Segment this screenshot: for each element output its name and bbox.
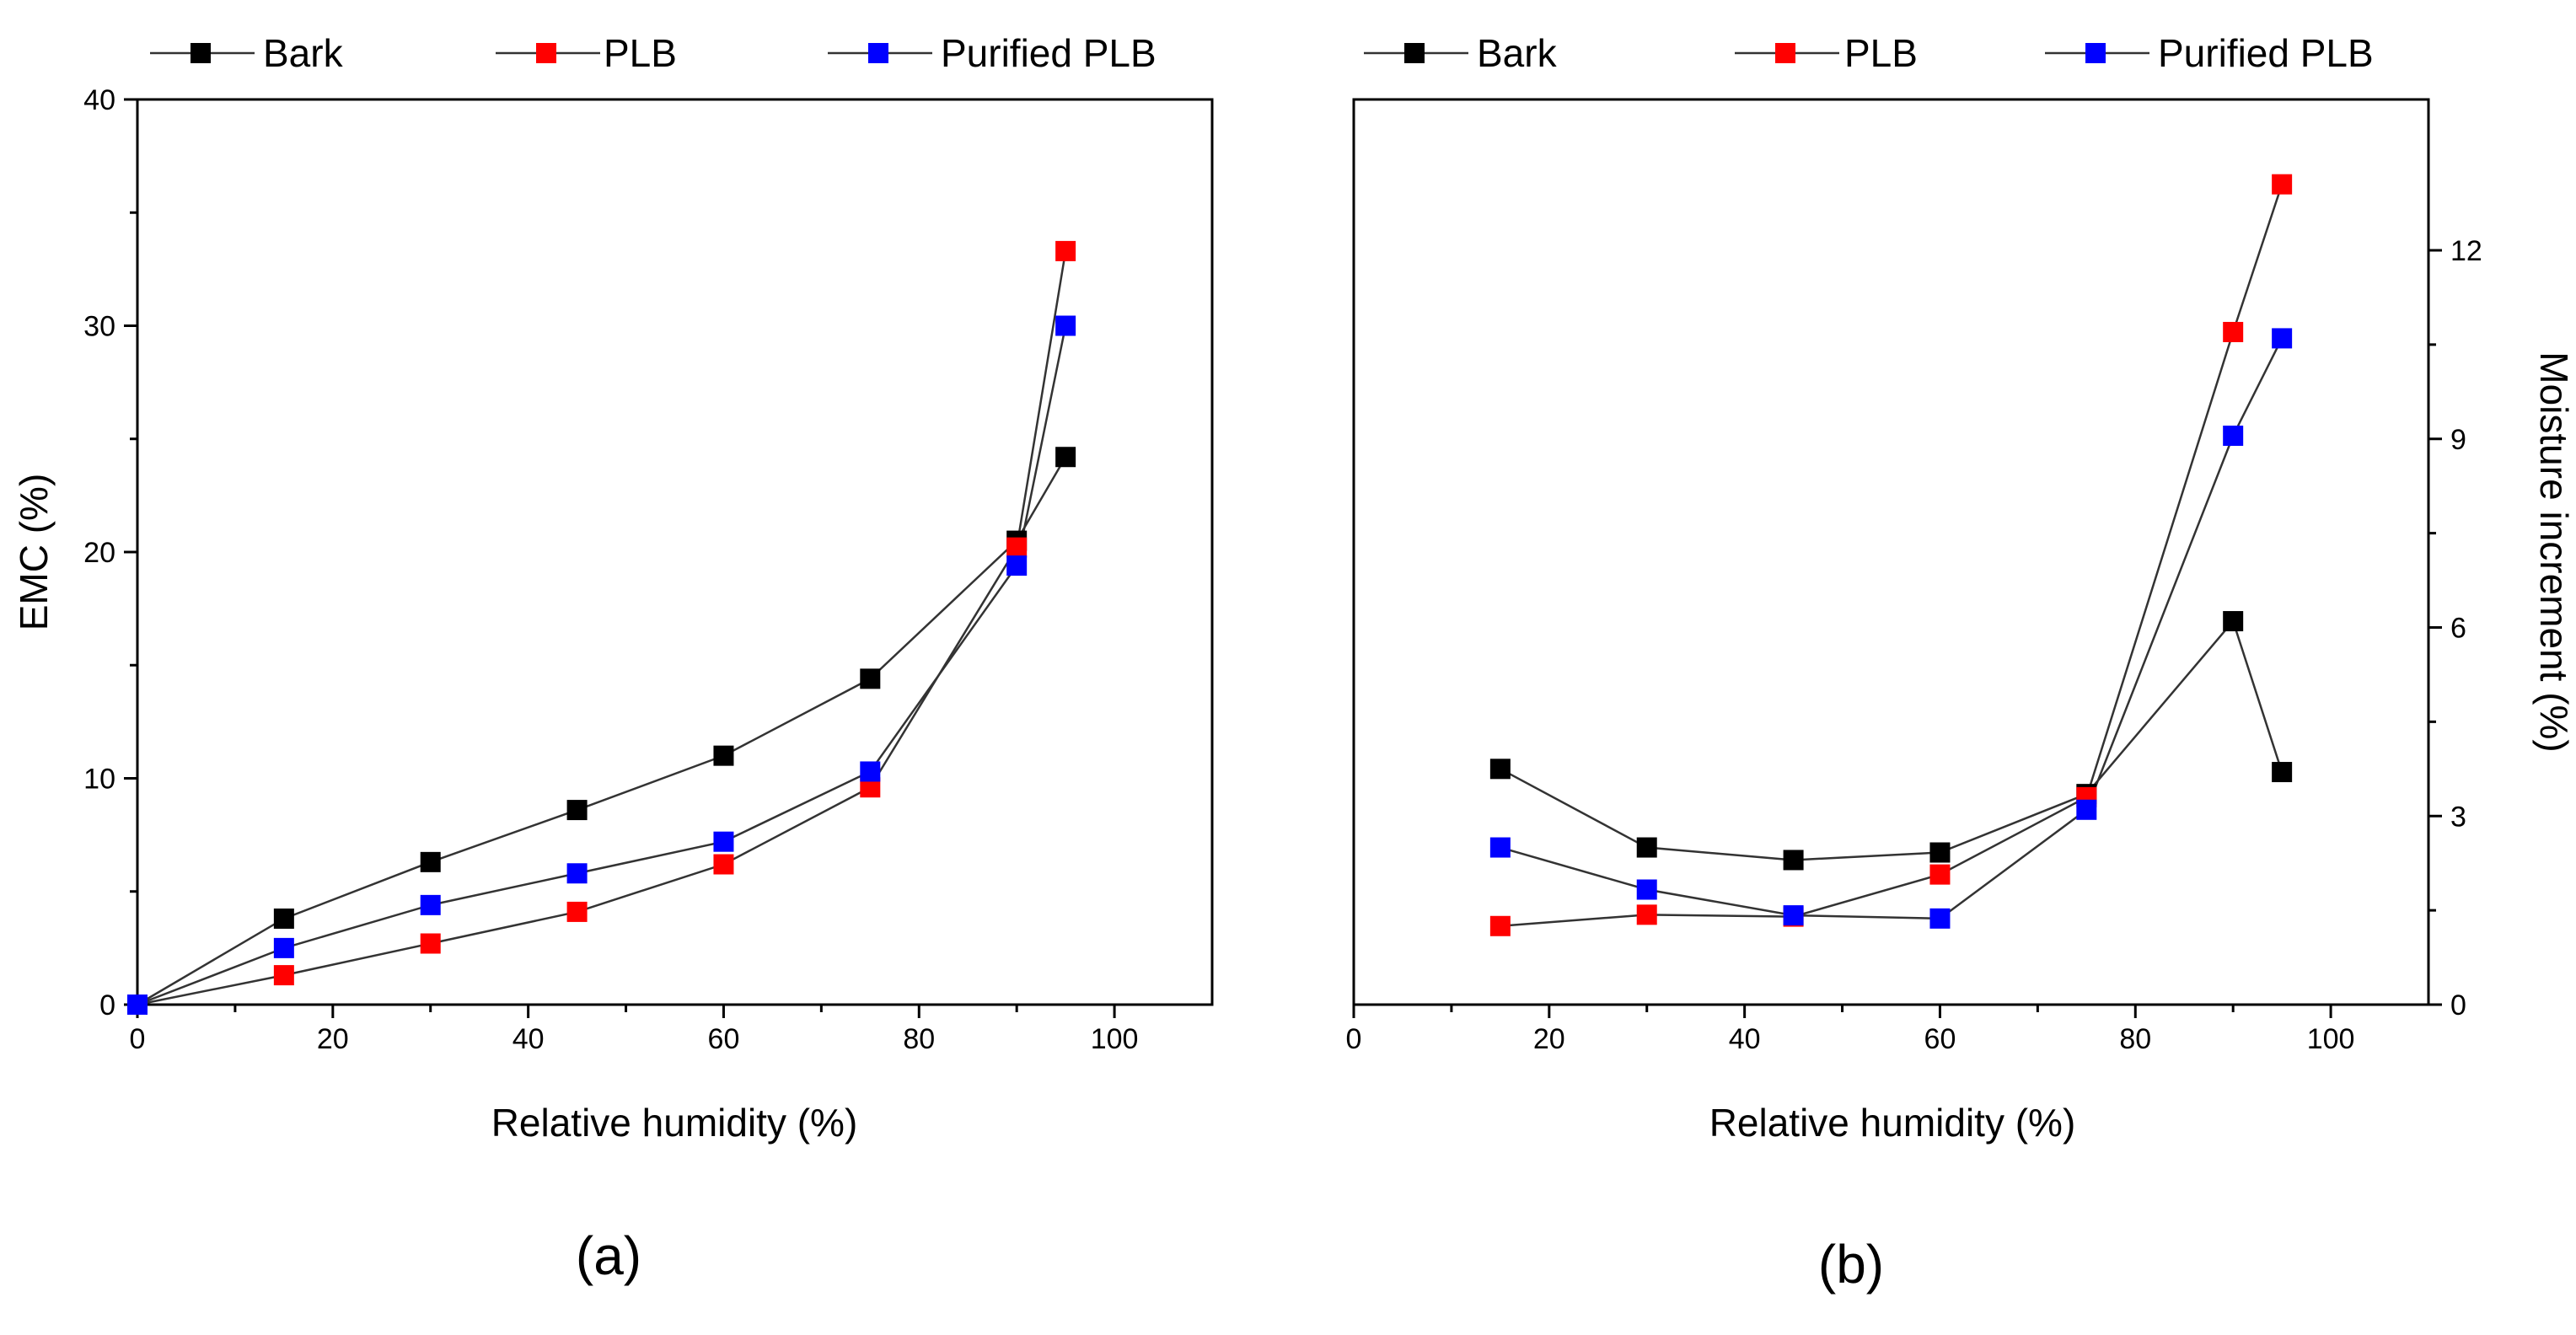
legend-a-plb-marker: [536, 43, 556, 63]
plot-frame-b: [1352, 98, 2430, 1006]
point-b-plb-rh90: [2223, 321, 2244, 342]
point-a-bark-rh45: [566, 800, 588, 821]
point-b-bark-rh30: [1636, 837, 1657, 858]
y-tick-label-a-30: 30: [83, 311, 115, 343]
x-tick-label-b-100: 100: [2307, 1023, 2355, 1055]
point-a-purified-rh95: [1055, 315, 1076, 336]
legend-b-plb-label: PLB: [1844, 31, 1918, 75]
point-a-plb-rh90: [1006, 537, 1028, 558]
point-b-purified-rh90: [2223, 426, 2244, 447]
x-tick-label-a-60: 60: [708, 1023, 740, 1055]
axes-b: 0 20 40 60 80 100 0 3 6 9 12: [1346, 235, 2482, 1055]
x-axis-title-b: Relative humidity (%): [1709, 1101, 2076, 1145]
axes-a: 0 20 40 60 80 100 0 10 20 30 40: [83, 84, 1138, 1055]
series-line-b-bark: [1500, 619, 2284, 861]
y-tick-label-a-10: 10: [83, 764, 115, 796]
point-b-plb-rh15: [1489, 915, 1511, 936]
y-axis-title-a: EMC (%): [12, 474, 56, 631]
series-line-a-purified: [137, 325, 1067, 1006]
point-b-purified-rh15: [1489, 837, 1511, 858]
point-a-purified-rh15: [273, 937, 294, 958]
point-b-purified-rh45: [1783, 905, 1804, 926]
x-tick-label-a-40: 40: [513, 1023, 545, 1055]
point-b-bark-rh95: [2272, 762, 2293, 783]
plot-frame-a: [136, 98, 1214, 1006]
point-a-purified-rh60: [713, 831, 734, 852]
point-b-purified-rh30: [1636, 879, 1657, 900]
legend-a-bark-marker: [191, 43, 211, 63]
legend-a-purified-marker: [868, 43, 888, 63]
point-a-plb-rh30: [420, 933, 441, 954]
x-tick-label-b-0: 0: [1346, 1023, 1362, 1055]
x-tick-label-b-60: 60: [1924, 1023, 1956, 1055]
panel-label-b: (b): [1818, 1234, 1884, 1295]
y-tick-label-a-20: 20: [83, 537, 115, 569]
legend-a-plb-label: PLB: [604, 31, 677, 75]
panel-a: Bark PLB Purified PLB 0 20 40 60 80 100 0 10 20 3…: [12, 31, 1214, 1286]
point-a-plb-rh75: [860, 777, 881, 798]
point-a-bark-rh75: [860, 668, 881, 689]
legend-a: Bark PLB Purified PLB: [150, 31, 1157, 75]
point-a-plb-rh15: [273, 965, 294, 986]
series-layer-b: [1489, 174, 2293, 936]
point-b-plb-rh30: [1636, 904, 1657, 925]
point-a-purified-rh75: [860, 761, 881, 782]
point-a-purified-rh45: [566, 863, 588, 884]
y-tick-label-a-0: 0: [99, 989, 115, 1021]
legend-b-plb-marker: [1775, 43, 1795, 63]
y-tick-label-b-0: 0: [2450, 989, 2466, 1021]
point-b-purified-rh60: [1929, 908, 1951, 929]
point-b-purified-rh75: [2076, 799, 2097, 820]
x-tick-label-a-80: 80: [903, 1023, 935, 1055]
point-a-purified-rh30: [420, 894, 441, 915]
legend-b-purified-label: Purified PLB: [2158, 31, 2374, 75]
x-tick-label-b-20: 20: [1533, 1023, 1565, 1055]
point-a-purified-rh0: [127, 995, 148, 1015]
point-a-bark-rh30: [420, 851, 441, 872]
point-a-plb-rh45: [566, 901, 588, 922]
series-line-a-plb: [137, 250, 1067, 1006]
x-tick-label-a-0: 0: [130, 1023, 146, 1055]
x-tick-label-b-40: 40: [1729, 1023, 1761, 1055]
point-a-bark-rh95: [1055, 447, 1076, 468]
x-tick-label-a-100: 100: [1091, 1023, 1139, 1055]
point-a-plb-rh60: [713, 854, 734, 875]
y-tick-label-b-6: 6: [2450, 613, 2466, 645]
point-b-bark-rh90: [2223, 611, 2244, 632]
legend-b-purified-marker: [2085, 43, 2106, 63]
point-b-plb-rh95: [2272, 174, 2293, 195]
legend-a-bark-label: Bark: [263, 31, 344, 75]
panel-b: Bark PLB Purified PLB 0 20 40 60 80 100 0 3 6 9 12…: [1346, 31, 2576, 1295]
x-tick-label-b-80: 80: [2119, 1023, 2151, 1055]
point-b-bark-rh60: [1929, 842, 1951, 863]
point-b-purified-rh95: [2272, 328, 2293, 349]
y-tick-label-b-9: 9: [2450, 424, 2466, 456]
x-tick-label-a-20: 20: [317, 1023, 349, 1055]
y-tick-label-a-40: 40: [83, 84, 115, 116]
series-layer-a: [127, 240, 1076, 1015]
point-a-bark-rh60: [713, 745, 734, 766]
point-a-plb-rh95: [1055, 240, 1076, 261]
series-line-b-plb: [1500, 184, 2284, 928]
y-axis-title-b: Moisture increment (%): [2532, 351, 2576, 752]
y-tick-label-b-12: 12: [2450, 235, 2482, 267]
x-axis-title-a: Relative humidity (%): [491, 1101, 858, 1145]
legend-b: Bark PLB Purified PLB: [1364, 31, 2374, 75]
legend-a-purified-label: Purified PLB: [941, 31, 1157, 75]
point-b-plb-rh60: [1929, 864, 1951, 885]
series-line-a-bark: [137, 456, 1067, 1006]
point-a-purified-rh90: [1006, 555, 1028, 576]
panel-label-a: (a): [576, 1225, 641, 1286]
legend-b-bark-marker: [1404, 43, 1425, 63]
y-tick-label-b-3: 3: [2450, 801, 2466, 833]
point-a-bark-rh15: [273, 908, 294, 929]
legend-b-bark-label: Bark: [1477, 31, 1558, 75]
point-b-bark-rh45: [1783, 850, 1804, 871]
point-b-bark-rh15: [1489, 759, 1511, 780]
